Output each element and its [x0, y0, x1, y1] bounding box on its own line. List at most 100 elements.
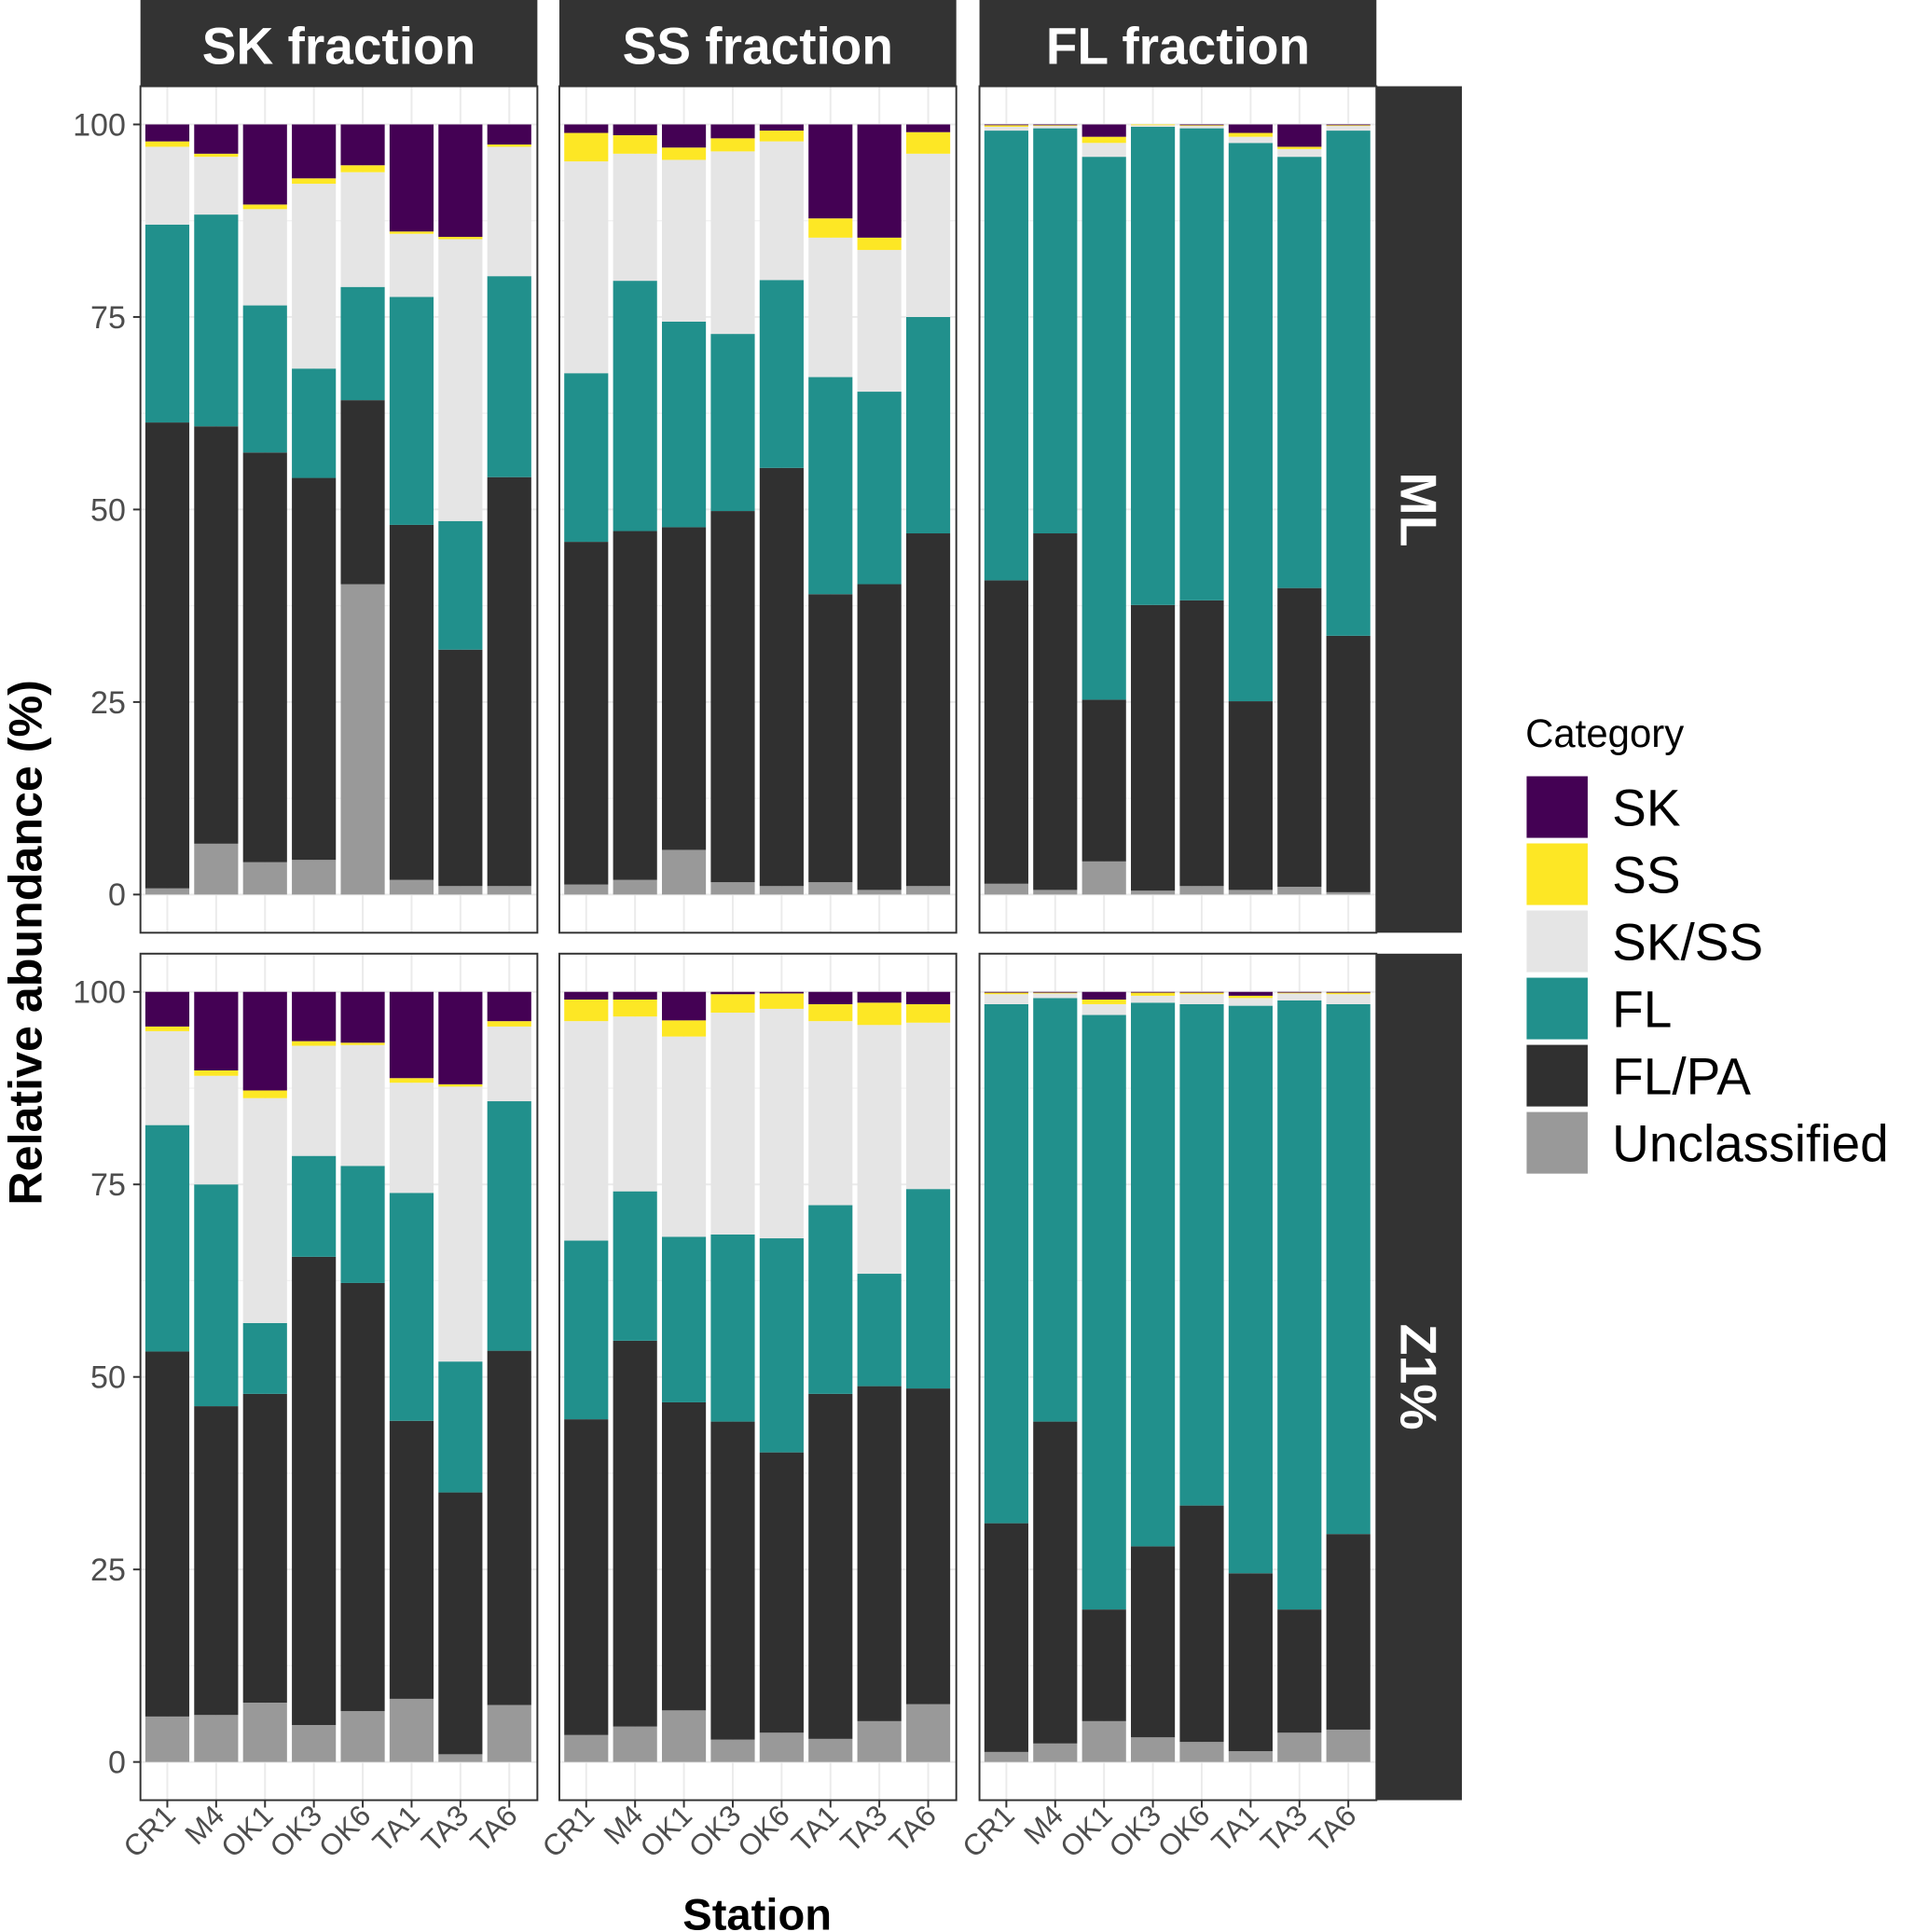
bar-segment-fl-pa: [661, 1401, 707, 1711]
bar-segment-fl: [710, 1234, 755, 1422]
bar-segment-sk: [808, 991, 853, 1004]
bar-segment-ss: [145, 1026, 190, 1031]
bar-segment-sk: [564, 991, 609, 1000]
bar-segment-fl: [389, 297, 434, 525]
bar-segment-sk-ss: [1033, 126, 1078, 129]
bar-segment-sk: [710, 124, 755, 139]
bar-segment-sk: [194, 124, 239, 154]
bar-segment-ss: [905, 1003, 951, 1023]
bar-segment-fl-pa: [1277, 587, 1322, 888]
bar-segment-unclassified: [1179, 886, 1224, 895]
x-tick-label: TA6: [883, 1799, 943, 1859]
bar-segment-fl-pa: [242, 1393, 287, 1704]
bar-segment-unclassified: [613, 1726, 657, 1762]
bar-segment-sk-ss: [487, 1026, 531, 1102]
bar-segment-ss: [487, 144, 531, 147]
bar-segment-sk-ss: [984, 126, 1028, 131]
bar-segment-sk-ss: [1228, 998, 1273, 1006]
bar-segment-unclassified: [242, 1703, 287, 1762]
legend-swatch: [1526, 1111, 1588, 1174]
bar-segment-ss: [857, 1002, 902, 1026]
bar-segment-unclassified: [661, 849, 707, 895]
bar-segment-sk: [905, 124, 951, 132]
bar-segment-fl: [340, 1166, 385, 1283]
bar-segment-ss: [710, 994, 755, 1014]
x-tick-label: TA3: [1254, 1799, 1314, 1859]
bar-segment-fl: [661, 321, 707, 528]
bar-segment-sk-ss: [905, 153, 951, 317]
legend-label: SS: [1612, 846, 1680, 904]
bar-segment-unclassified: [194, 1715, 239, 1762]
bar-segment-fl-pa: [292, 1256, 337, 1725]
x-tick-label: TA1: [1205, 1799, 1264, 1859]
bar-segment-ss: [1326, 125, 1371, 127]
legend-swatch: [1526, 843, 1588, 905]
bar-segment-sk-ss: [613, 153, 657, 282]
bar-segment-fl-pa: [1033, 533, 1078, 890]
bar-segment-fl: [613, 281, 657, 531]
bar-segment-unclassified: [1326, 891, 1371, 895]
bar-segment-sk: [145, 991, 190, 1027]
legend-label: SK: [1612, 779, 1681, 836]
bar-segment-sk: [759, 124, 804, 131]
bar-segment-unclassified: [389, 879, 434, 895]
facet-strip-row: [1376, 86, 1463, 933]
bar-segment-ss: [487, 1021, 531, 1027]
x-tick-label: TA6: [1302, 1799, 1362, 1859]
bar-segment-fl: [1033, 128, 1078, 534]
bar-segment-sk-ss: [389, 1083, 434, 1194]
bar-segment-fl: [438, 1361, 483, 1493]
panel: [558, 952, 958, 1801]
bar-segment-sk: [292, 991, 337, 1042]
bar-segment-sk-ss: [808, 237, 853, 378]
bar-segment-fl-pa: [984, 580, 1028, 884]
bar-segment-fl: [194, 1184, 239, 1407]
bar-segment-sk: [1179, 124, 1224, 126]
bar-segment-fl: [1179, 1003, 1224, 1506]
bar-segment-fl-pa: [438, 1492, 483, 1755]
bar-segment-fl: [145, 224, 190, 423]
bar-segment-unclassified: [1228, 1751, 1273, 1762]
bar-segment-fl-pa: [857, 1386, 902, 1721]
facet-label-row: ML: [1390, 472, 1448, 546]
bar-segment-sk-ss: [242, 209, 287, 306]
bar-segment-fl-pa: [1326, 635, 1371, 892]
bar-segment-sk-ss: [194, 157, 239, 215]
legend-label: Unclassified: [1612, 1114, 1889, 1172]
legend-label: FL/PA: [1612, 1047, 1751, 1105]
bar-segment-fl: [661, 1236, 707, 1402]
facet-strip-column: [140, 0, 538, 87]
bar-segment-unclassified: [564, 1734, 609, 1762]
bar-segment-unclassified: [487, 886, 531, 895]
bar-segment-ss: [1131, 992, 1176, 996]
bar-segment-fl-pa: [438, 649, 483, 887]
bar-segment-sk-ss: [1131, 125, 1176, 127]
bar-segment-sk-ss: [340, 1044, 385, 1166]
bar-segment-fl: [984, 131, 1028, 581]
bar-segment-sk: [564, 124, 609, 133]
facet-label-column: SK fraction: [202, 17, 475, 75]
bar-segment-unclassified: [661, 1710, 707, 1762]
y-tick-label: 0: [108, 1745, 126, 1780]
bar-segment-fl-pa: [613, 1340, 657, 1727]
bar-segment-sk: [1326, 991, 1371, 993]
bar-segment-fl-pa: [564, 542, 609, 885]
bar-segment-sk: [1131, 991, 1176, 993]
bar-segment-fl-pa: [857, 584, 902, 890]
bar-segment-sk-ss: [1326, 994, 1371, 1004]
x-tick-label: TA1: [365, 1799, 425, 1859]
bar-segment-ss: [1033, 992, 1078, 994]
bar-segment-fl-pa: [759, 467, 804, 887]
x-tick-label: OK3: [682, 1799, 748, 1864]
bar-segment-sk-ss: [710, 151, 755, 335]
bar-segment-sk-ss: [242, 1097, 287, 1323]
bar-segment-ss: [194, 1070, 239, 1076]
bar-segment-ss: [661, 1020, 707, 1037]
panel: [139, 952, 539, 1801]
x-tick-label: CR1: [535, 1799, 600, 1864]
bar-segment-ss: [242, 1090, 287, 1098]
bar-segment-sk: [242, 124, 287, 205]
bar-segment-sk: [242, 991, 287, 1091]
bar-segment-ss: [1131, 124, 1176, 126]
legend-title: Category: [1525, 711, 1684, 755]
